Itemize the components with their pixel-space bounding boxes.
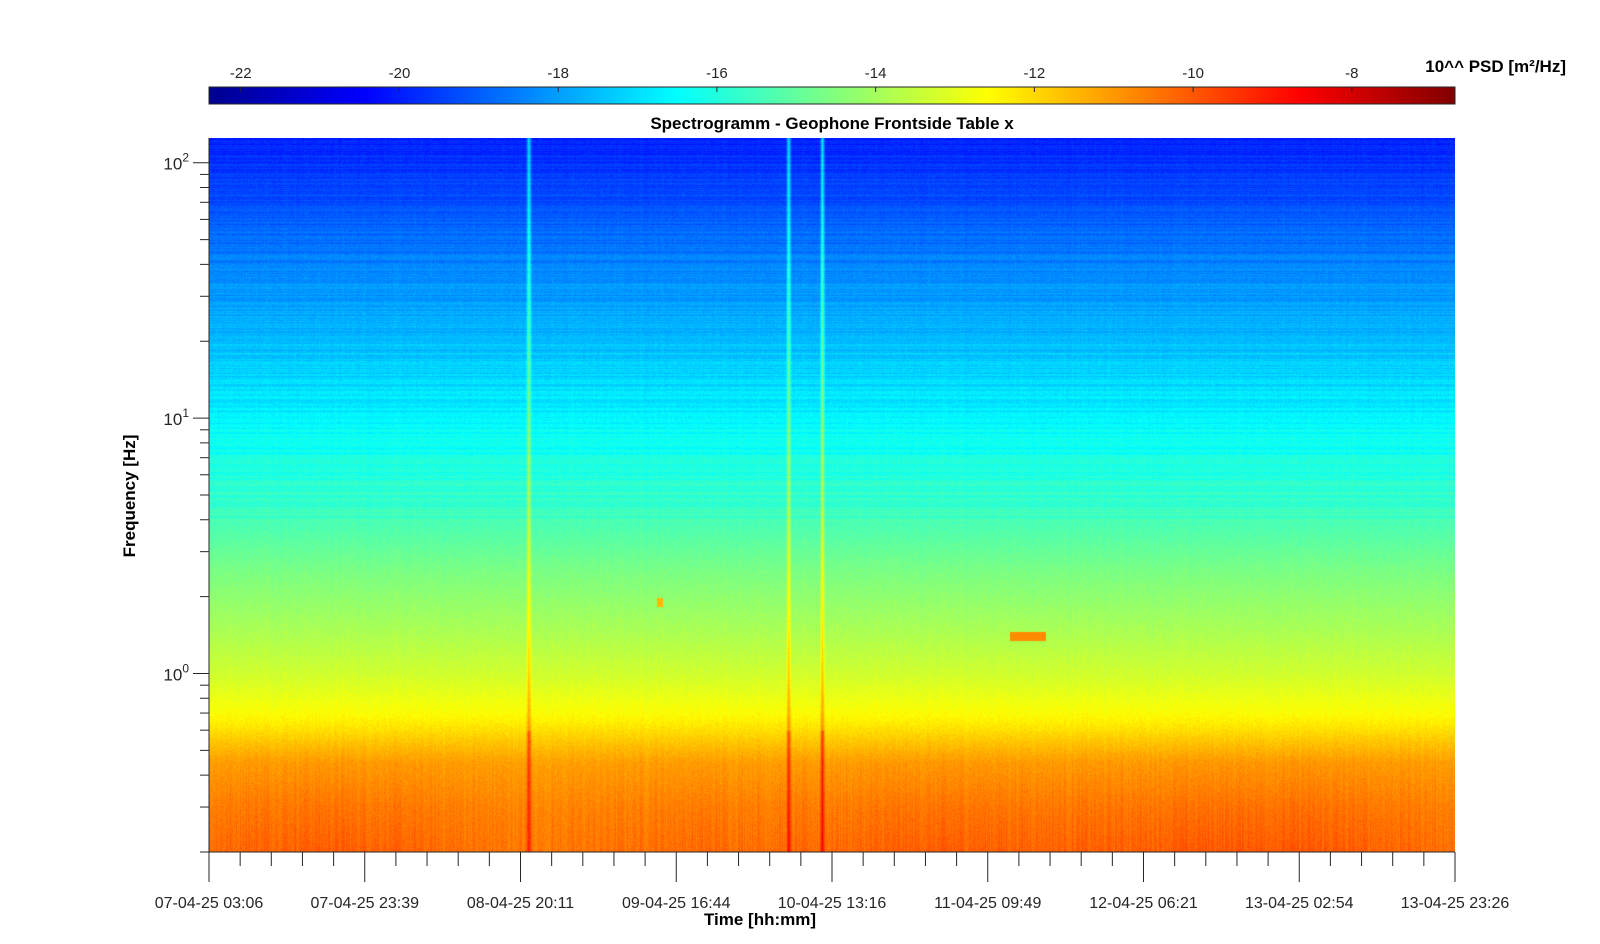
x-tick-label: 07-04-25 23:39 <box>310 895 419 912</box>
colorbar-ticks: -22 -20 -18 -16 -14 -12 -10 -8 <box>230 65 1358 92</box>
colorbar-tick-label: -12 <box>1024 65 1046 82</box>
y-axis: 100 101 102 <box>163 138 210 853</box>
x-tick-label: 09-04-25 16:44 <box>622 895 731 912</box>
y-tick-label: 100 <box>163 662 189 685</box>
y-tick-label: 101 <box>163 406 189 429</box>
x-tick-label: 13-04-25 02:54 <box>1245 895 1354 912</box>
x-axis: 07-04-25 03:06 07-04-25 23:39 08-04-25 20:… <box>155 851 1510 912</box>
colorbar-tick-label: -20 <box>389 65 411 82</box>
x-tick-label: 13-04-25 23:26 <box>1401 895 1510 912</box>
colorbar-tick-label: -18 <box>547 65 569 82</box>
plot-area <box>209 138 1455 852</box>
colorbar: -22 -20 -18 -16 -14 -12 -10 -8 10^^ PSD [m²/Hz] <box>208 57 1566 105</box>
chart-title: Spectrogramm - Geophone Frontside Table … <box>650 114 1014 133</box>
x-tick-label: 07-04-25 03:06 <box>155 895 264 912</box>
x-tick-label: 08-04-25 20:11 <box>467 895 574 912</box>
colorbar-gradient <box>208 86 1456 105</box>
colorbar-tick-label: -14 <box>865 65 887 82</box>
y-axis-label: Frequency [Hz] <box>120 435 139 558</box>
x-tick-label: 11-04-25 09:49 <box>934 895 1041 912</box>
x-axis-label: Time [hh:mm] <box>704 910 816 929</box>
colorbar-tick-label: -10 <box>1182 65 1204 82</box>
colorbar-tick-label: -16 <box>706 65 728 82</box>
x-tick-label: 12-04-25 06:21 <box>1089 895 1198 912</box>
x-tick-label: 10-04-25 13:16 <box>778 895 887 912</box>
spectrogram-heatmap <box>209 138 1455 852</box>
colorbar-tick-label: -22 <box>230 65 252 82</box>
colorbar-label: 10^^ PSD [m²/Hz] <box>1425 57 1566 76</box>
colorbar-tick-label: -8 <box>1345 65 1358 82</box>
y-tick-label: 102 <box>163 151 189 174</box>
